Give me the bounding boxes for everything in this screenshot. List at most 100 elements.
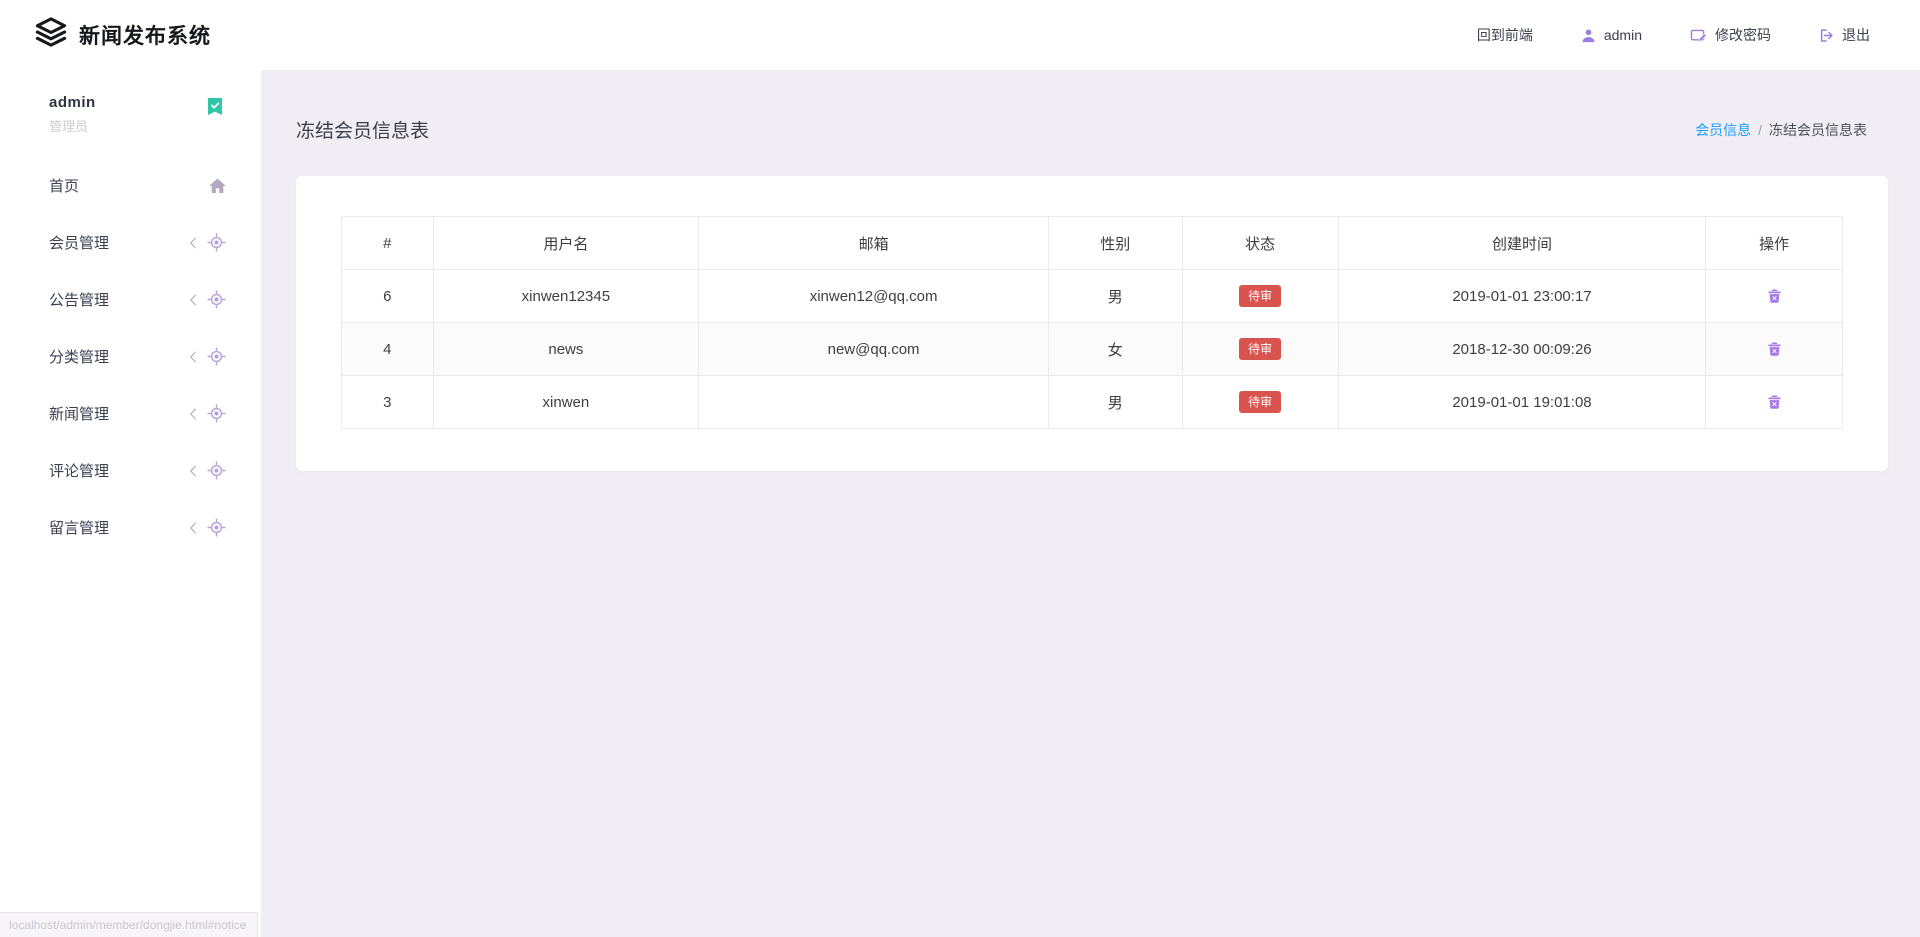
chevron-left-icon — [188, 236, 198, 250]
sidebar: admin 管理员 首页会员管理公告管理分类管理新闻管理评论管理留言管理 — [0, 70, 261, 937]
sidebar-item-icons — [188, 461, 226, 480]
row-email: new@qq.com — [698, 322, 1049, 376]
row-gender: 女 — [1047, 322, 1183, 376]
breadcrumb-parent-link[interactable]: 会员信息 — [1695, 121, 1752, 138]
sidebar-item-news[interactable]: 新闻管理 — [0, 385, 261, 442]
header-item-user[interactable]: admin — [1581, 27, 1642, 43]
sidebar-item-icons — [188, 233, 226, 252]
breadcrumb-separator: / — [1758, 121, 1762, 138]
app-title: 新闻发布系统 — [79, 25, 211, 48]
sidebar-item-icons — [188, 404, 226, 423]
row-action-cell — [1705, 322, 1843, 376]
header-item-label: admin — [1603, 27, 1642, 43]
table-row: 3 xinwen 男 待审 2019-01-01 19:01:08 — [341, 375, 1843, 429]
sidebar-item-member[interactable]: 会员管理 — [0, 214, 261, 271]
sidebar-item-icons — [188, 518, 226, 537]
target-icon — [207, 518, 226, 537]
verified-badge-icon — [207, 98, 223, 116]
row-action-cell — [1705, 375, 1843, 429]
delete-button[interactable] — [1764, 391, 1785, 413]
sidebar-item-label: 评论管理 — [49, 463, 110, 480]
member-table: # 用户名 邮箱 性别 状态 创建时间 操作 6 xinwen12345 xinwen12@qq… — [341, 216, 1843, 429]
sidebar-username: admin — [49, 94, 96, 111]
column-header: 用户名 — [432, 216, 700, 270]
row-status-cell: 待审 — [1181, 375, 1339, 429]
delete-button[interactable] — [1764, 338, 1785, 360]
header-item-label: 修改密码 — [1715, 27, 1771, 43]
chevron-left-icon — [188, 407, 198, 421]
target-icon — [207, 404, 226, 423]
row-gender: 男 — [1047, 375, 1183, 429]
row-email: xinwen12@qq.com — [698, 269, 1049, 323]
edit-password-icon — [1690, 28, 1707, 43]
column-header: 邮箱 — [698, 216, 1049, 270]
column-header: 性别 — [1047, 216, 1183, 270]
sidebar-item-icons — [188, 347, 226, 366]
row-status-cell: 待审 — [1181, 322, 1339, 376]
page-title: 冻结会员信息表 — [296, 121, 430, 142]
sidebar-item-label: 会员管理 — [49, 235, 110, 252]
sidebar-item-label: 首页 — [49, 178, 80, 195]
sidebar-item-label: 留言管理 — [49, 520, 110, 537]
header-item-back-to-front[interactable]: 回到前端 — [1477, 25, 1533, 45]
user-icon — [1581, 28, 1596, 43]
target-icon — [207, 233, 226, 252]
row-created-time: 2019-01-01 19:01:08 — [1337, 375, 1707, 429]
status-badge: 待审 — [1239, 338, 1282, 360]
trash-icon — [1768, 342, 1781, 356]
status-badge: 待审 — [1239, 285, 1282, 307]
row-action-cell — [1705, 269, 1843, 323]
header-item-logout[interactable]: 退出 — [1819, 25, 1870, 45]
sidebar-item-label: 公告管理 — [49, 292, 110, 309]
chevron-left-icon — [188, 521, 198, 535]
header-item-label: 退出 — [1842, 27, 1870, 43]
table-row: 4 news new@qq.com 女 待审 2018-12-30 00:09:26 — [341, 322, 1843, 376]
column-header: # — [341, 216, 434, 270]
sidebar-item-message[interactable]: 留言管理 — [0, 499, 261, 556]
sidebar-item-notice[interactable]: 公告管理 — [0, 271, 261, 328]
row-status-cell: 待审 — [1181, 269, 1339, 323]
sidebar-item-icons — [188, 290, 226, 309]
main-content: 冻结会员信息表 会员信息 / 冻结会员信息表 # 用户名 邮箱 性别 状态 创建时间 操作 … — [261, 0, 1920, 937]
breadcrumb: 会员信息 / 冻结会员信息表 — [1695, 120, 1867, 140]
status-badge: 待审 — [1239, 391, 1282, 413]
row-username: xinwen12345 — [432, 269, 700, 323]
row-created-time: 2018-12-30 00:09:26 — [1337, 322, 1707, 376]
sidebar-item-home[interactable]: 首页 — [0, 157, 261, 214]
trash-icon — [1768, 289, 1781, 303]
header-item-label: 回到前端 — [1476, 27, 1533, 43]
layers-logo-icon — [33, 16, 69, 54]
target-icon — [207, 347, 226, 366]
sidebar-item-comment[interactable]: 评论管理 — [0, 442, 261, 499]
column-header: 状态 — [1181, 216, 1339, 270]
header-item-change-password[interactable]: 修改密码 — [1690, 25, 1771, 45]
row-id: 4 — [341, 322, 434, 376]
chevron-left-icon — [188, 350, 198, 364]
table-row: 6 xinwen12345 xinwen12@qq.com 男 待审 2019-01-01… — [341, 269, 1843, 323]
row-id: 6 — [341, 269, 434, 323]
delete-button[interactable] — [1764, 285, 1785, 307]
table-card: # 用户名 邮箱 性别 状态 创建时间 操作 6 xinwen12345 xinwen12@qq… — [296, 176, 1888, 471]
sidebar-item-category[interactable]: 分类管理 — [0, 328, 261, 385]
header-actions: 回到前端 admin 修改密码 退出 — [1477, 25, 1870, 45]
sidebar-item-label: 分类管理 — [49, 349, 110, 366]
sidebar-menu: 首页会员管理公告管理分类管理新闻管理评论管理留言管理 — [0, 149, 261, 556]
row-username: news — [432, 322, 700, 376]
chevron-left-icon — [188, 464, 198, 478]
row-email — [698, 375, 1049, 429]
breadcrumb-current: 冻结会员信息表 — [1769, 121, 1867, 138]
row-id: 3 — [341, 375, 434, 429]
row-created-time: 2019-01-01 23:00:17 — [1337, 269, 1707, 323]
column-header: 创建时间 — [1337, 216, 1707, 270]
brand[interactable]: 新闻发布系统 — [33, 16, 211, 54]
row-gender: 男 — [1047, 269, 1183, 323]
target-icon — [207, 461, 226, 480]
status-tooltip: localhost/admin/member/dongjie.html#noti… — [0, 912, 259, 937]
sidebar-item-icons — [209, 177, 226, 194]
sidebar-item-label: 新闻管理 — [49, 406, 110, 423]
logout-icon — [1819, 28, 1834, 43]
sidebar-user-role: 管理员 — [49, 119, 89, 134]
sidebar-user-block: admin 管理员 — [0, 70, 261, 149]
trash-icon — [1768, 395, 1781, 409]
row-username: xinwen — [432, 375, 700, 429]
